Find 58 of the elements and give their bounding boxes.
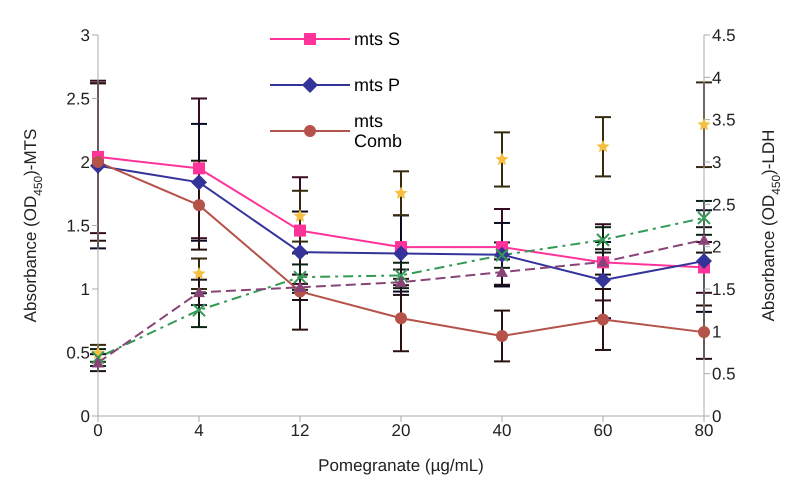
y-tick-label: 0.5 <box>66 344 90 363</box>
x-tick-label: 80 <box>694 421 714 440</box>
x-tick-label: 12 <box>290 421 310 440</box>
y-tick-label: 2.5 <box>66 90 90 109</box>
point <box>92 356 104 368</box>
y-tick-label: 1 <box>80 280 90 300</box>
point <box>495 152 509 166</box>
y2-tick-label: 2 <box>712 238 722 257</box>
point <box>698 326 710 338</box>
point <box>192 266 206 280</box>
x-tick-label: 20 <box>392 421 410 440</box>
point <box>395 276 407 288</box>
x-tick-label: 60 <box>594 421 612 440</box>
point <box>697 118 711 130</box>
point <box>293 270 307 284</box>
y2-tick-label: 1 <box>712 322 722 342</box>
y-tick-label: 0 <box>80 407 90 426</box>
point <box>697 210 711 225</box>
point <box>596 232 610 247</box>
x-axis-title: Pomegranate (µg/mL) <box>318 456 484 475</box>
legend-label: mts P <box>354 75 402 95</box>
point <box>193 162 205 174</box>
point <box>395 312 407 324</box>
y2-tick-label: 3 <box>712 153 722 172</box>
y2-tick-label: 4.5 <box>712 26 736 46</box>
point <box>92 156 104 168</box>
point <box>193 286 205 298</box>
point <box>191 174 207 190</box>
y-tick-label: 1.5 <box>66 216 90 236</box>
point <box>393 245 409 262</box>
point <box>294 281 306 292</box>
point <box>294 224 306 237</box>
point <box>596 140 610 152</box>
y2-tick-label: 2.5 <box>712 195 736 214</box>
y2-tick-label: 4 <box>712 68 722 88</box>
y-tick-label: 3 <box>80 26 90 46</box>
x-tick-label: 0 <box>93 421 103 440</box>
y2-tick-label: 0 <box>712 407 722 426</box>
y2-tick-label: 0.5 <box>712 364 736 384</box>
point <box>698 234 710 245</box>
point <box>293 209 307 222</box>
point <box>496 330 508 342</box>
x-tick-label: 40 <box>492 421 512 440</box>
point <box>394 268 408 282</box>
point <box>496 266 508 277</box>
legend-label: mts Comb <box>354 111 404 151</box>
y2-tick-label: 1.5 <box>712 280 736 300</box>
point <box>595 272 611 288</box>
point <box>193 199 205 212</box>
point <box>394 186 408 199</box>
point <box>292 244 308 260</box>
point <box>696 253 712 270</box>
legend-label: mts S <box>354 29 402 49</box>
point <box>597 313 609 326</box>
point <box>192 303 206 318</box>
y-tick-label: 2 <box>80 153 90 172</box>
x-tick-label: 4 <box>194 421 204 440</box>
y2-tick-label: 3.5 <box>712 110 736 130</box>
